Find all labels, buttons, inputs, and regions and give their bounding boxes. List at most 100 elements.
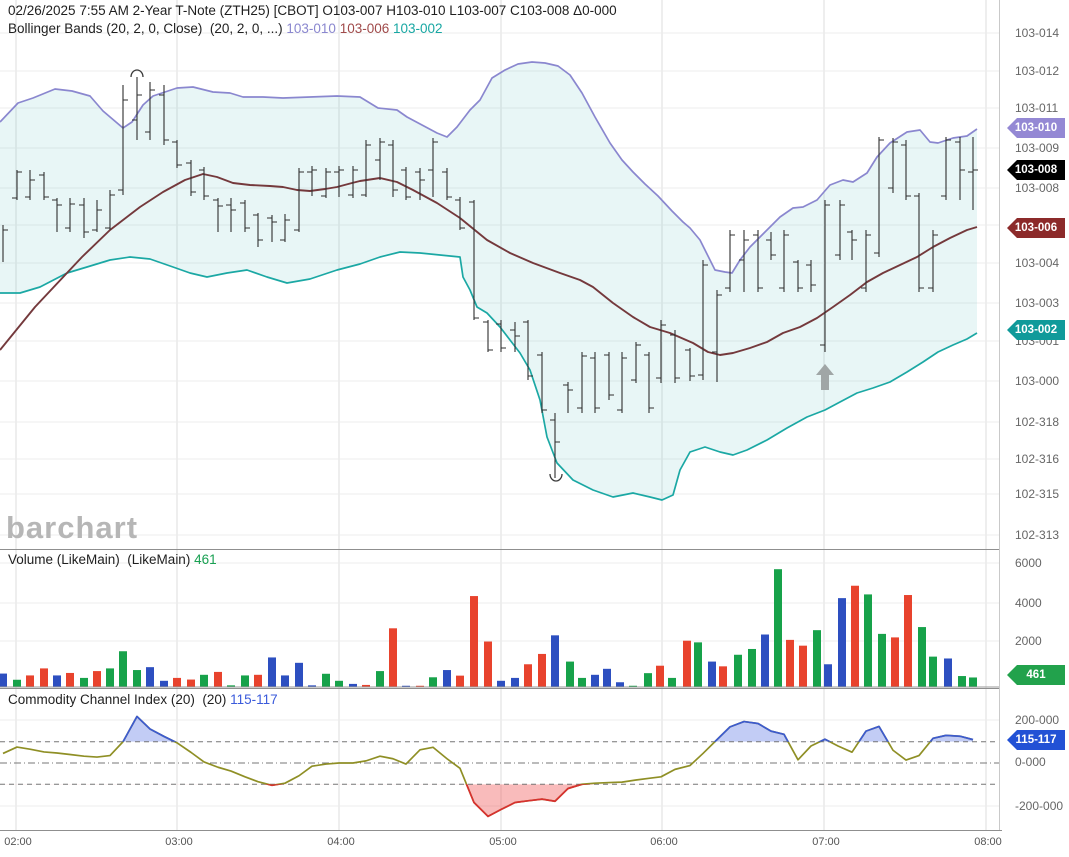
volume-bar bbox=[591, 674, 599, 687]
volume-bar bbox=[484, 641, 492, 687]
volume-bar bbox=[429, 677, 437, 687]
volume-bar bbox=[80, 677, 88, 687]
volume-bar bbox=[799, 645, 807, 687]
volume-bar bbox=[683, 640, 691, 687]
last-value-badge: 103-006 bbox=[1007, 218, 1065, 238]
volume-bar bbox=[322, 673, 330, 687]
time-tick-label: 03:00 bbox=[165, 836, 193, 848]
volume-bar bbox=[786, 639, 794, 687]
up-arrow-marker bbox=[816, 364, 834, 390]
volume-bar bbox=[918, 627, 926, 687]
volume-bar bbox=[497, 680, 505, 687]
volume-bar bbox=[254, 674, 262, 687]
volume-bar bbox=[566, 661, 574, 687]
volume-bar bbox=[146, 667, 154, 687]
volume-bar bbox=[119, 651, 127, 687]
volume-bar bbox=[173, 677, 181, 687]
axis-tick-label: 4000 bbox=[1015, 596, 1042, 610]
time-tick-label: 04:00 bbox=[327, 836, 355, 848]
volume-bar bbox=[929, 656, 937, 687]
last-value-badge: 103-008 bbox=[1007, 160, 1065, 180]
volume-bar bbox=[281, 675, 289, 687]
volume-bar bbox=[551, 635, 559, 687]
time-tick-label: 02:00 bbox=[4, 836, 32, 848]
arc-top-marker bbox=[130, 69, 144, 78]
volume-bar bbox=[748, 648, 756, 687]
axis-tick-label: 103-008 bbox=[1015, 181, 1060, 195]
volume-bar bbox=[227, 685, 235, 687]
volume-bar bbox=[53, 675, 61, 687]
pane-separator[interactable] bbox=[0, 688, 1002, 689]
volume-bar bbox=[511, 677, 519, 687]
axis-tick-label: 103-009 bbox=[1015, 141, 1060, 155]
cci-chart-canvas[interactable] bbox=[0, 689, 1000, 830]
volume-bar bbox=[26, 675, 34, 687]
volume-bar bbox=[578, 677, 586, 687]
volume-bar bbox=[13, 679, 21, 687]
volume-bar bbox=[402, 685, 410, 687]
cci-pane[interactable] bbox=[0, 689, 1000, 830]
axis-tick-label: 103-012 bbox=[1015, 64, 1060, 78]
volume-bar bbox=[524, 664, 532, 687]
volume-bar bbox=[470, 596, 478, 687]
time-axis[interactable]: 02:00 03:00 04:00 05:00 06:00 07:00 08:00 bbox=[0, 830, 1069, 857]
axis-tick-label: 102-316 bbox=[1015, 452, 1060, 466]
time-tick-label: 08:00 bbox=[974, 836, 1002, 848]
volume-bar bbox=[851, 585, 859, 687]
volume-bar bbox=[187, 679, 195, 687]
volume-bar bbox=[958, 676, 966, 687]
volume-bar bbox=[335, 680, 343, 687]
volume-bar bbox=[644, 673, 652, 687]
volume-bar bbox=[133, 670, 141, 687]
axis-tick-label: 102-315 bbox=[1015, 487, 1060, 501]
price-pane[interactable] bbox=[0, 0, 1000, 549]
volume-bar bbox=[668, 677, 676, 687]
ohlc-bars bbox=[2, 77, 978, 478]
axis-tick-label: -200-000 bbox=[1015, 799, 1064, 813]
price-chart-canvas[interactable] bbox=[0, 0, 1000, 549]
volume-bar bbox=[838, 598, 846, 687]
volume-bar bbox=[93, 671, 101, 687]
volume-bar bbox=[603, 668, 611, 687]
volume-bar bbox=[416, 685, 424, 687]
volume-bar bbox=[308, 685, 316, 687]
volume-bar bbox=[708, 661, 716, 687]
volume-bar bbox=[813, 630, 821, 687]
volume-bar bbox=[694, 642, 702, 687]
volume-bar bbox=[761, 634, 769, 687]
last-value-badge: 461 bbox=[1007, 665, 1065, 685]
volume-bar bbox=[160, 680, 168, 687]
axis-tick-label: 103-000 bbox=[1015, 374, 1060, 388]
x-axis-line bbox=[0, 830, 1002, 831]
axis-tick-label: 102-313 bbox=[1015, 528, 1060, 542]
plot-right-border bbox=[999, 0, 1000, 830]
volume-bar bbox=[268, 657, 276, 687]
volume-bar bbox=[40, 668, 48, 687]
volume-bar bbox=[774, 569, 782, 687]
volume-bar bbox=[66, 672, 74, 687]
volume-bar bbox=[629, 685, 637, 687]
volume-bar bbox=[241, 675, 249, 687]
axis-tick-label: 2000 bbox=[1015, 634, 1042, 648]
volume-bar bbox=[864, 594, 872, 687]
last-value-badge: 103-010 bbox=[1007, 118, 1065, 138]
volume-bar bbox=[443, 670, 451, 687]
pane-separator[interactable] bbox=[0, 549, 1002, 550]
volume-bar bbox=[824, 664, 832, 687]
volume-bar bbox=[891, 637, 899, 687]
volume-chart-canvas[interactable] bbox=[0, 549, 1000, 689]
axis-tick-label: 200-000 bbox=[1015, 713, 1060, 727]
volume-pane[interactable] bbox=[0, 549, 1000, 689]
arc-bottom-marker bbox=[549, 473, 563, 482]
price-axis[interactable]: 103-014 103-012 103-011 103-009 103-008 103-0… bbox=[1000, 0, 1069, 830]
volume-bar bbox=[969, 677, 977, 687]
axis-tick-label: 103-011 bbox=[1015, 101, 1059, 115]
volume-bar bbox=[719, 666, 727, 687]
time-tick-label: 07:00 bbox=[812, 836, 840, 848]
volume-bar bbox=[456, 675, 464, 687]
volume-bar bbox=[944, 658, 952, 687]
volume-bar bbox=[734, 654, 742, 687]
volume-bar bbox=[389, 628, 397, 687]
volume-bar bbox=[362, 684, 370, 687]
